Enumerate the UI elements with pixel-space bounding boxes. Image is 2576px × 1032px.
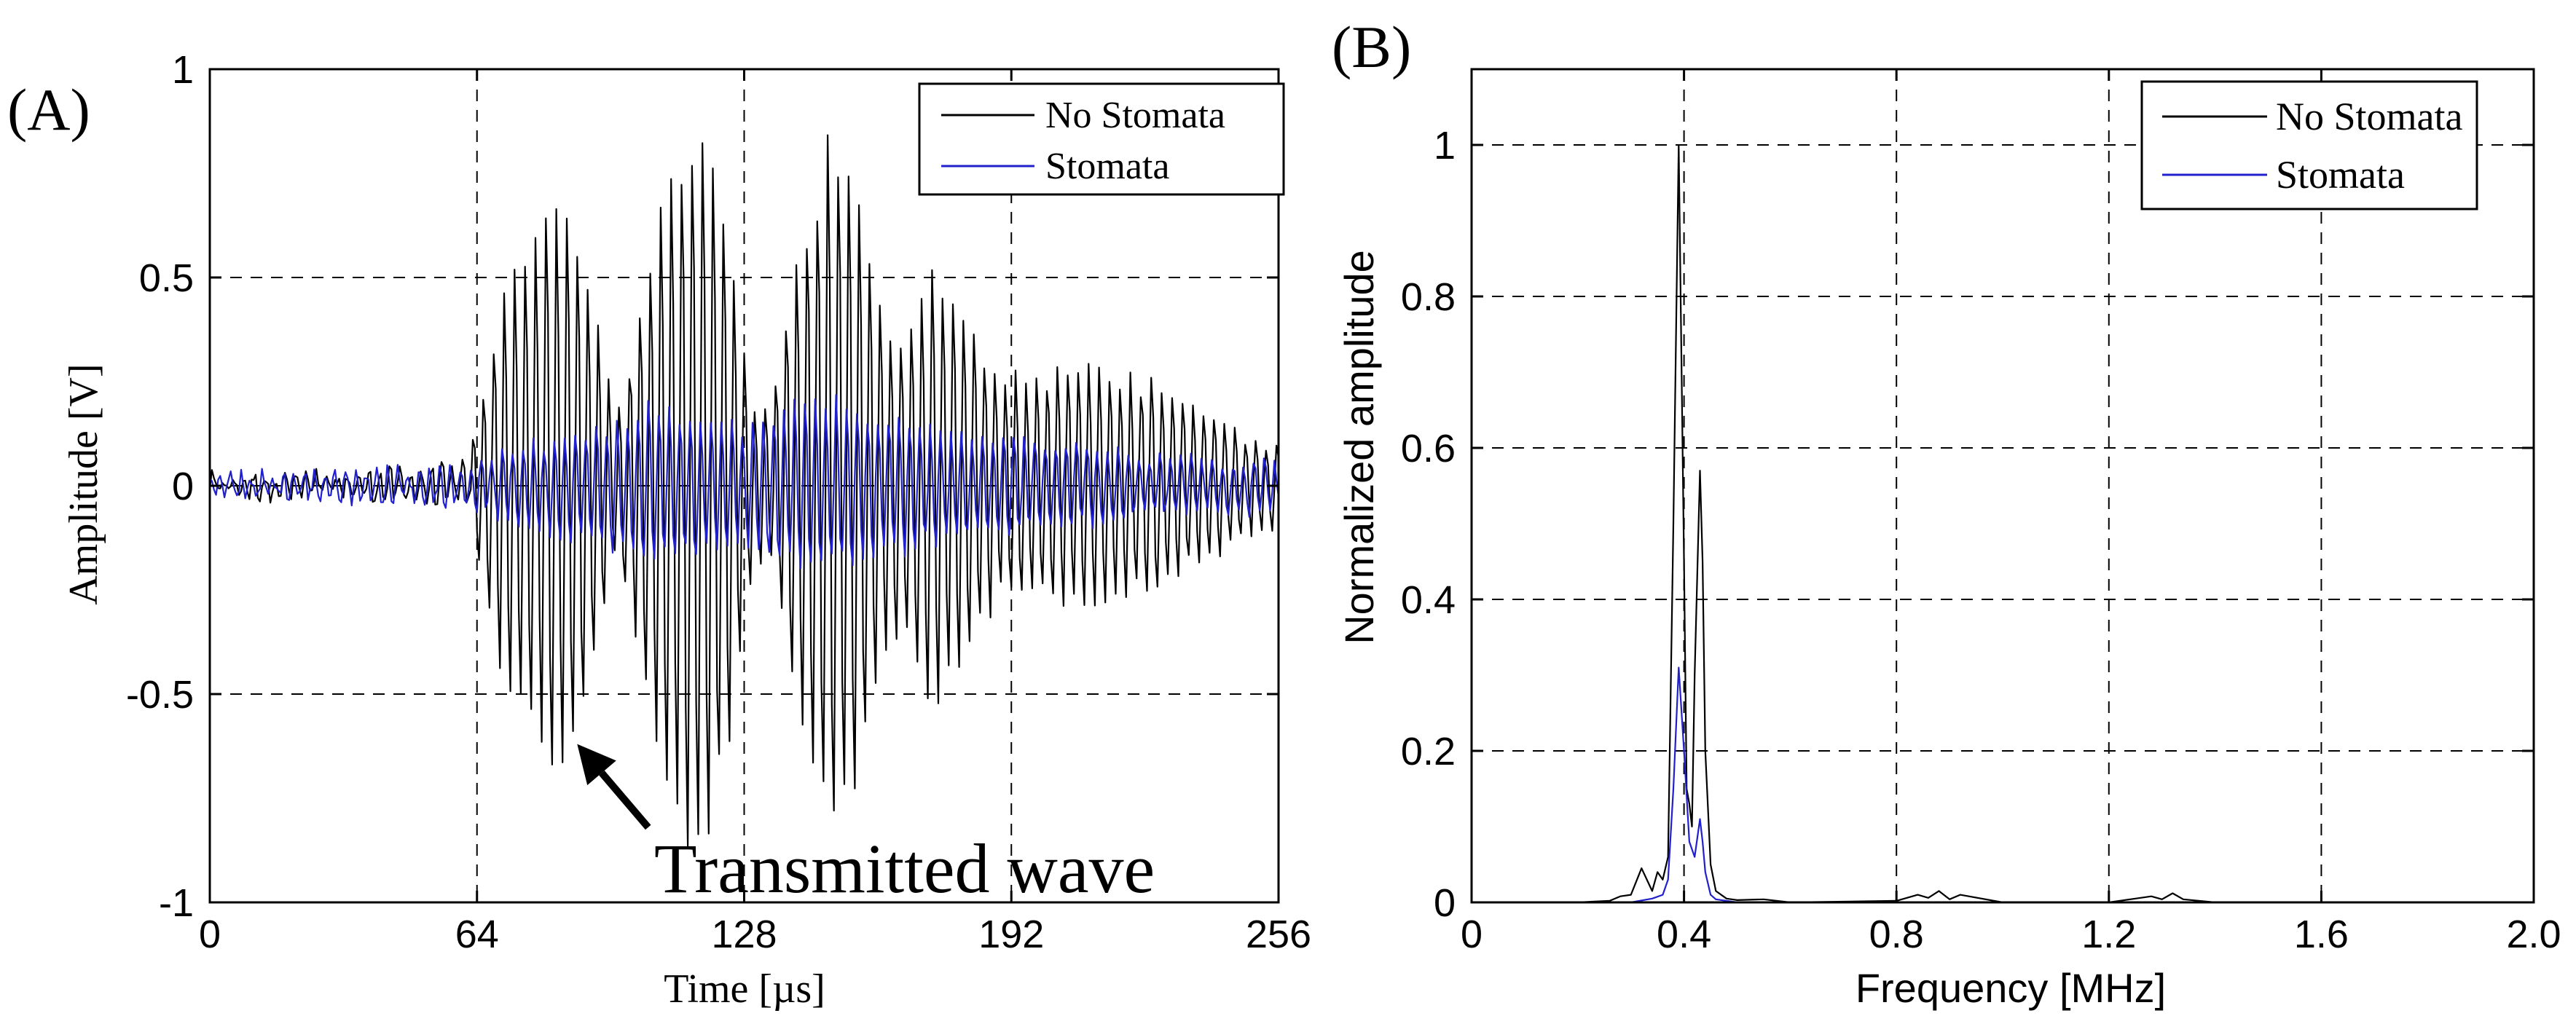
panel-b-x-axis-label: Frequency [MHz] <box>1856 965 2166 1011</box>
panel-b-series-no-stomata <box>1472 143 2534 904</box>
panel-b-y-tick-label-3: 0.6 <box>1401 427 1456 470</box>
panel-b-label: (B) <box>1332 14 1411 80</box>
panel-a-legend-label-no-stomata: No Stomata <box>1045 95 1225 136</box>
panel-a-y-tick-label-2: 0 <box>172 465 194 508</box>
panel-b-series-stomata <box>1472 666 2534 904</box>
panel-b-x-tick-label-5: 2.0 <box>2506 913 2561 956</box>
panel-b-y-tick-label-1: 0.2 <box>1401 730 1456 773</box>
panel-a-label: (A) <box>7 76 90 143</box>
panel-a: (A) 0 64 128 192 256 -1 -0.5 0 0.5 1 Time [µs] Am… <box>7 48 1311 1012</box>
panel-a-x-tick-label-1: 64 <box>455 913 499 956</box>
panel-a-legend-label-stomata: Stomata <box>1045 146 1169 187</box>
panel-a-x-tick-label-0: 0 <box>199 913 221 956</box>
panel-a-x-tick-label-2: 128 <box>711 913 777 956</box>
panel-b-legend-box <box>2140 80 2478 210</box>
panel-b-x-tick-label-1: 0.4 <box>1657 913 1711 956</box>
panel-a-legend: No Stomata Stomata <box>918 82 1285 196</box>
panel-a-y-tick-label-0: -1 <box>159 881 194 925</box>
panel-b-x-tick-label-3: 1.2 <box>2081 913 2136 956</box>
panel-b-axes-frame <box>1470 68 2535 904</box>
transmitted-wave-arrow <box>599 770 651 830</box>
panel-a-plot-area <box>208 134 1280 847</box>
panel-a-series-stomata <box>209 393 1280 570</box>
transmitted-wave-arrowhead <box>577 744 616 786</box>
panel-b-y-tick-label-5: 1 <box>1434 124 1456 168</box>
panel-b-legend-label-no-stomata: No Stomata <box>2276 95 2463 138</box>
panel-a-y-tick-label-1: -0.5 <box>126 673 194 717</box>
panel-a-y-tick-label-3: 0.5 <box>139 256 194 300</box>
panel-b-y-tick-label-4: 0.8 <box>1401 275 1456 319</box>
panel-a-legend-box <box>918 82 1285 196</box>
panel-b-x-tick-label-2: 0.8 <box>1869 913 1924 956</box>
panel-a-ticks: 0 64 128 192 256 -1 -0.5 0 0.5 1 <box>126 48 1311 956</box>
panel-b-x-tick-label-0: 0 <box>1461 913 1483 956</box>
panel-a-x-tick-label-4: 256 <box>1246 913 1311 956</box>
panel-a-y-axis-label: Amplitude [V] <box>61 363 106 604</box>
panel-a-x-axis-label: Time [µs] <box>664 966 825 1012</box>
panel-b-legend-label-stomata: Stomata <box>2276 153 2405 197</box>
panel-b-ticks: 0 0.4 0.8 1.2 1.6 2.0 0 0.2 0.4 0.6 0.8 1 <box>1401 69 2561 956</box>
panel-b-y-tick-label-2: 0.4 <box>1401 578 1456 622</box>
panel-a-y-tick-label-4: 1 <box>172 48 194 92</box>
panel-b-y-tick-label-0: 0 <box>1434 881 1456 925</box>
panel-b-plot-area <box>1472 143 2534 904</box>
transmitted-wave-label: Transmitted wave <box>654 830 1155 907</box>
panel-b-x-tick-label-4: 1.6 <box>2294 913 2349 956</box>
panel-a-series-no-stomata <box>208 134 1280 847</box>
panel-b: (B) 0 0.4 0.8 1.2 1.6 2.0 0 0.2 0.4 0.6 0.8 1 Frequ… <box>1332 14 2561 1011</box>
panel-a-x-tick-label-3: 192 <box>978 913 1044 956</box>
panel-b-y-axis-label: Normalized amplitude <box>1336 250 1382 645</box>
panel-b-legend: No Stomata Stomata <box>2140 80 2478 210</box>
panel-a-annotation: Transmitted wave <box>577 744 1155 907</box>
